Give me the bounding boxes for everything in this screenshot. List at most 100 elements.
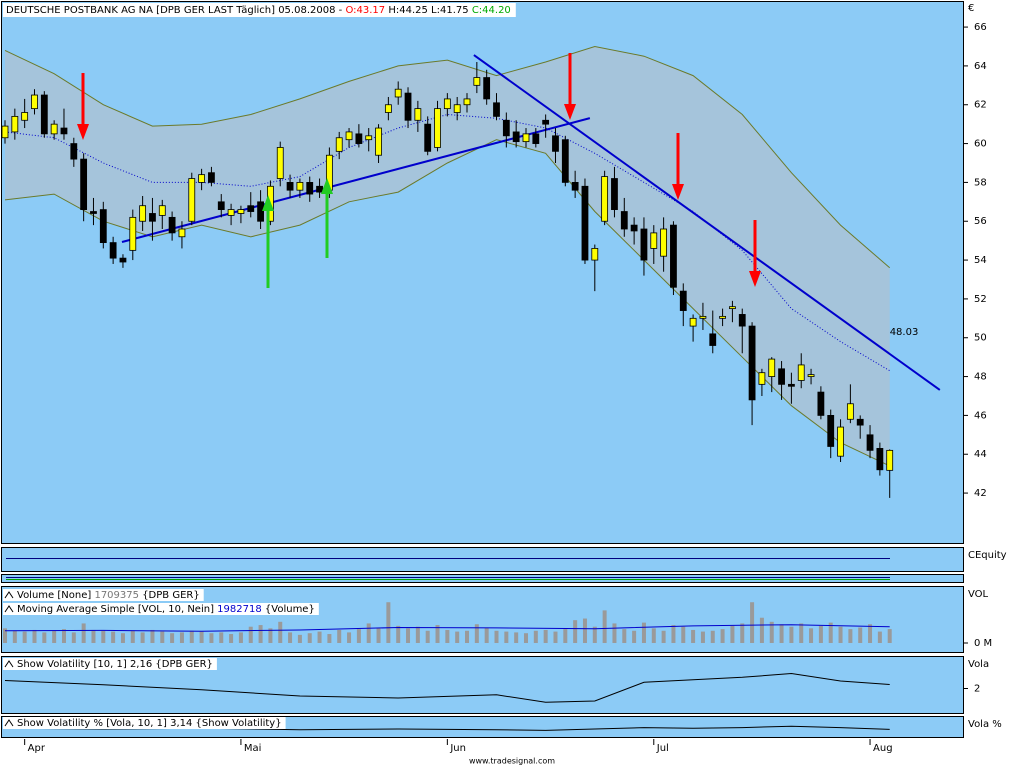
volume-bar [376, 627, 381, 643]
legend-part: Volume [None] [17, 590, 91, 601]
y-tick-label: 44 [974, 449, 987, 460]
candle-body [129, 216, 137, 251]
candle-body [80, 158, 88, 210]
volume-bar [347, 632, 352, 643]
legend-background [3, 658, 217, 670]
volume-bar [61, 629, 66, 643]
volume-bar [42, 632, 47, 643]
candle-body [109, 242, 117, 259]
volume-bar [258, 625, 263, 643]
volume-bar [887, 629, 892, 643]
candle-body [473, 77, 481, 86]
candle-body [60, 127, 68, 135]
y-tick-label: 56 [974, 216, 987, 227]
legend-icon [4, 719, 14, 727]
pane-label: Vola [968, 659, 989, 670]
red-arrow-head [77, 124, 89, 140]
volume-bar [858, 627, 863, 643]
legend-part: 1982718 [217, 604, 262, 615]
red-arrow-head [749, 271, 761, 287]
volume-bar [189, 630, 194, 643]
candle-body [630, 224, 638, 232]
legend-part: {DPB GER} [142, 590, 200, 601]
candle-body [650, 232, 658, 249]
arrows [77, 53, 761, 288]
candle-body [296, 182, 304, 191]
volume-bar [150, 629, 155, 643]
volume-bar [661, 630, 666, 643]
candle-body [866, 434, 874, 451]
volume-bar [494, 630, 499, 643]
equity-pane [1, 547, 964, 572]
volume-bar [681, 626, 686, 643]
volume-bar [622, 629, 627, 643]
volume-bar [248, 626, 253, 643]
candle-body [620, 211, 628, 230]
y-tick-label: 54 [974, 255, 987, 266]
candle-body [394, 88, 402, 98]
volume-bar [533, 630, 538, 643]
candle-body [532, 133, 540, 144]
volume-bar [651, 628, 656, 643]
volume-bar [484, 627, 489, 643]
volume-bar [602, 610, 607, 643]
volume-bar [238, 632, 243, 643]
green-arrow-head [262, 195, 274, 211]
footer: www.tradesignal.com [469, 757, 555, 766]
legend-text: Moving Average Simple [VOL, 10, Nein] 19… [17, 604, 315, 615]
volume-bar [838, 626, 843, 643]
x-tick-label: Jul [656, 743, 669, 754]
x-tick-label: Aug [873, 743, 893, 754]
volume-bar [288, 632, 293, 643]
middle-band [4, 113, 890, 372]
candle-body [188, 178, 196, 222]
y-tick-label: 62 [974, 100, 987, 111]
candle-body [276, 147, 284, 179]
volume-bar [641, 622, 646, 643]
legend-icon [4, 660, 14, 668]
candle-body [434, 108, 441, 148]
candle-body [453, 104, 461, 113]
volume-bar [789, 626, 794, 643]
candle-body [50, 123, 58, 135]
volume-bar [700, 631, 705, 643]
candle-body [542, 119, 550, 125]
volume-bar [415, 626, 420, 643]
volume-bar [582, 618, 587, 643]
volume-bar [730, 625, 735, 643]
candle-body [217, 201, 225, 210]
candle-body [502, 119, 510, 137]
candle-body [758, 372, 766, 385]
volume-bar [278, 621, 283, 643]
volume-bar [632, 630, 637, 643]
trendline [473, 54, 941, 391]
volume-bar [120, 633, 125, 643]
volume-bar [297, 634, 302, 643]
volume-bar [130, 630, 135, 643]
volume-bar [612, 623, 617, 643]
pane-label: CEquity [968, 550, 1007, 561]
candle-body [876, 448, 884, 471]
legend-entry: Volume [None] 1709375 {DPB GER} [3, 589, 204, 601]
volume-bar [474, 624, 479, 643]
candle-body [306, 182, 314, 195]
volume-bar [179, 632, 184, 643]
volume-bar [71, 632, 76, 643]
candle-body [1, 125, 9, 139]
volume-bar [514, 632, 519, 643]
candle-body [483, 77, 491, 100]
volume-bar [356, 629, 361, 643]
candle-body [601, 176, 609, 222]
price-layer: 48.03 [1, 45, 941, 498]
volume-bar [101, 630, 106, 643]
volume-bar [268, 628, 273, 643]
legend-text: Show Volatility [10, 1] 2,16 {DPB GER} [17, 659, 213, 670]
legend-part: Moving Average Simple [VOL, 10, Nein] [17, 604, 214, 615]
volume-bar [435, 625, 440, 643]
volume-bar [170, 633, 175, 643]
candle-body [178, 228, 186, 238]
legend-part: Show Volatility % [Vola, 10, 1] 3,14 {Sh… [17, 718, 282, 729]
high: H:44.25 [388, 5, 428, 16]
volume-bar [691, 629, 696, 643]
